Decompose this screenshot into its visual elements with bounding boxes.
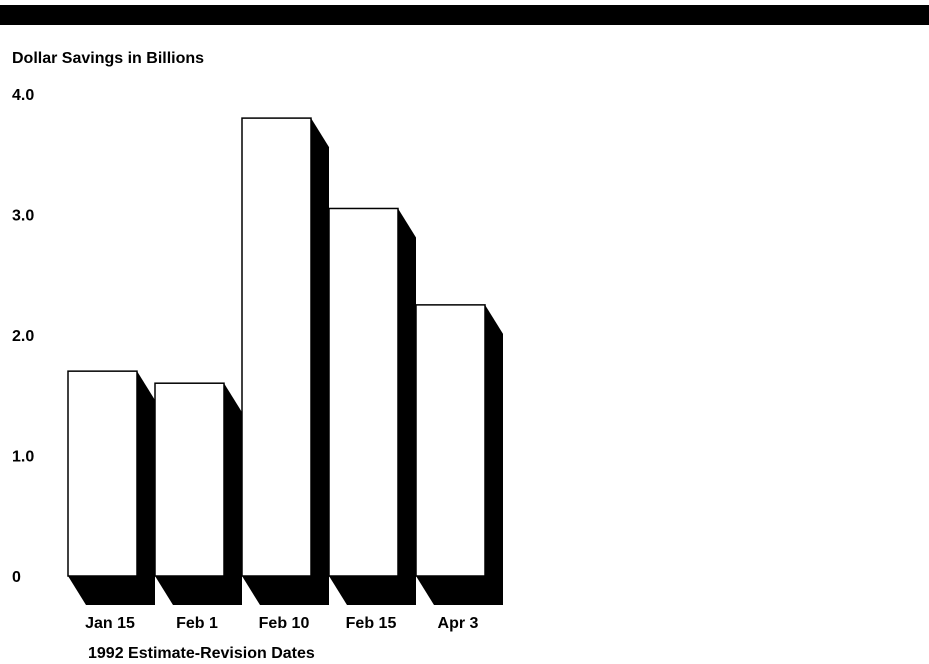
x-tick-label: Apr 3 bbox=[438, 615, 479, 632]
bar bbox=[328, 207, 399, 577]
bars bbox=[67, 117, 486, 577]
x-tick-label: Jan 15 bbox=[85, 615, 135, 632]
x-tick-labels: Jan 15 Feb 1 Feb 10 Feb 15 Apr 3 bbox=[85, 615, 478, 632]
x-tick-label: Feb 1 bbox=[176, 615, 218, 632]
y-tick-labels: 0 1.0 2.0 3.0 4.0 bbox=[12, 87, 34, 586]
y-tick-label: 3.0 bbox=[12, 208, 34, 225]
bar bbox=[154, 382, 225, 577]
x-tick-label: Feb 15 bbox=[346, 615, 397, 632]
y-tick-label: 4.0 bbox=[12, 87, 34, 104]
y-tick-label: 0 bbox=[12, 569, 21, 586]
x-axis-label: 1992 Estimate-Revision Dates bbox=[88, 645, 315, 662]
bar bbox=[241, 117, 312, 577]
x-tick-label: Feb 10 bbox=[259, 615, 310, 632]
y-tick-label: 1.0 bbox=[12, 449, 34, 466]
header-bar bbox=[0, 5, 929, 25]
y-tick-label: 2.0 bbox=[12, 328, 34, 345]
bar bbox=[415, 304, 486, 577]
y-axis-label: Dollar Savings in Billions bbox=[12, 50, 205, 67]
bar bbox=[67, 370, 138, 577]
